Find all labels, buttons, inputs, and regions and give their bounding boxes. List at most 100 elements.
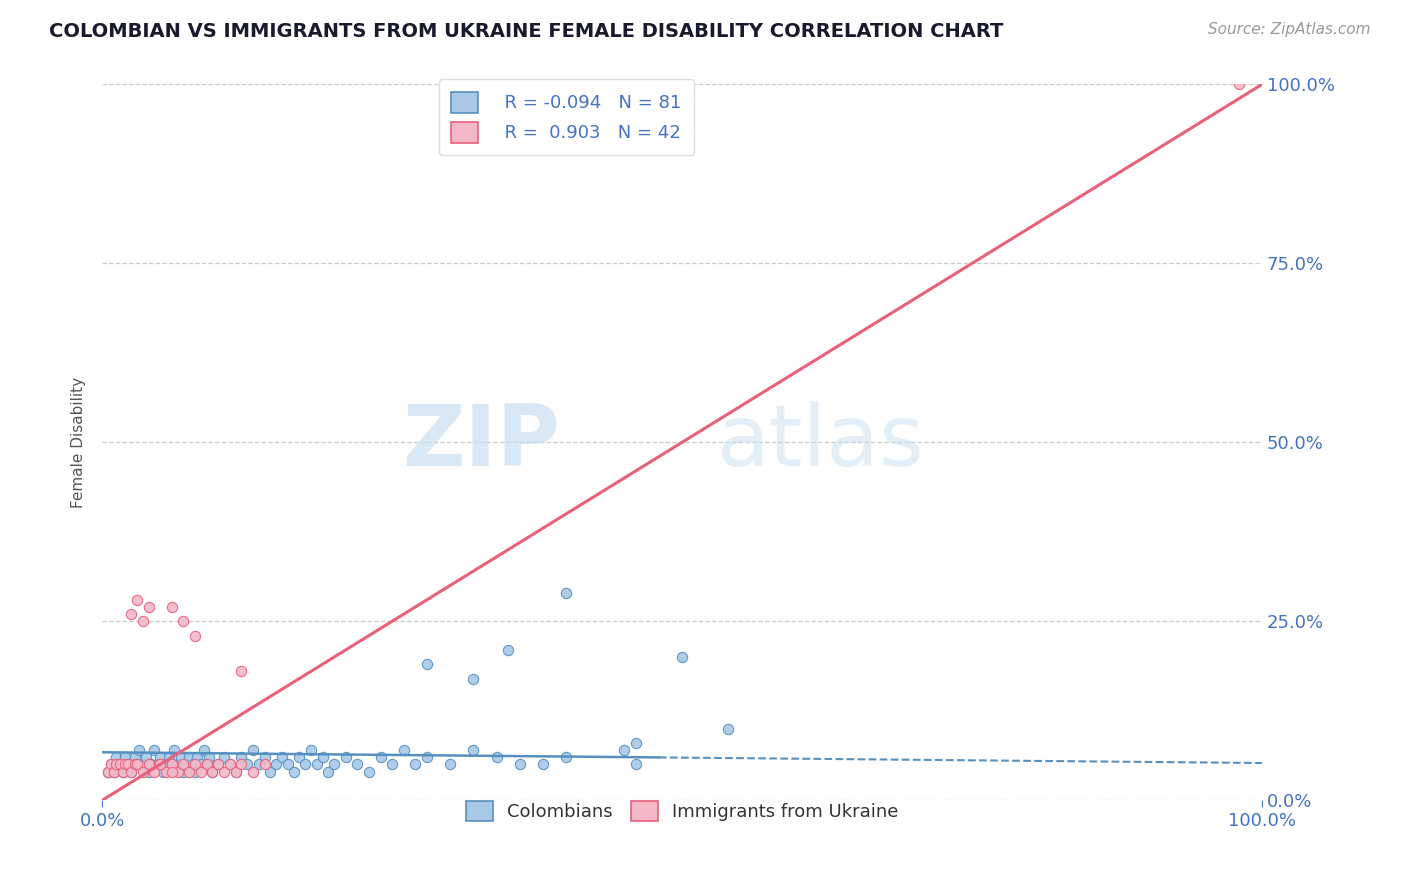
Point — [114, 757, 136, 772]
Point — [125, 757, 148, 772]
Point — [132, 764, 155, 779]
Point — [485, 750, 508, 764]
Point — [179, 764, 201, 779]
Point — [201, 764, 224, 779]
Point — [671, 650, 693, 665]
Point — [299, 743, 322, 757]
Point — [159, 750, 181, 764]
Point — [124, 757, 146, 772]
Point — [184, 764, 207, 779]
Point — [125, 757, 148, 772]
Point — [288, 750, 311, 764]
Point — [172, 757, 194, 772]
Point — [152, 764, 174, 779]
Point — [277, 757, 299, 772]
Point — [97, 764, 120, 779]
Point — [135, 750, 157, 764]
Point — [100, 757, 122, 772]
Point — [166, 757, 188, 772]
Point — [225, 764, 247, 779]
Point — [174, 757, 197, 772]
Point — [346, 757, 368, 772]
Point — [160, 764, 183, 779]
Point — [108, 757, 131, 772]
Point — [195, 757, 218, 772]
Point — [247, 757, 270, 772]
Point — [531, 757, 554, 772]
Point — [613, 743, 636, 757]
Point — [207, 757, 229, 772]
Point — [509, 757, 531, 772]
Point — [305, 757, 328, 772]
Point — [100, 757, 122, 772]
Point — [201, 764, 224, 779]
Point — [218, 757, 240, 772]
Point — [155, 764, 177, 779]
Point — [160, 757, 183, 772]
Point — [138, 599, 160, 614]
Point — [103, 764, 125, 779]
Point — [231, 757, 253, 772]
Point — [624, 736, 647, 750]
Point — [172, 764, 194, 779]
Point — [381, 757, 404, 772]
Point — [323, 757, 346, 772]
Point — [242, 764, 264, 779]
Point — [139, 757, 162, 772]
Point — [163, 743, 186, 757]
Point — [160, 599, 183, 614]
Point — [108, 757, 131, 772]
Text: COLOMBIAN VS IMMIGRANTS FROM UKRAINE FEMALE DISABILITY CORRELATION CHART: COLOMBIAN VS IMMIGRANTS FROM UKRAINE FEM… — [49, 22, 1004, 41]
Point — [283, 764, 305, 779]
Point — [112, 764, 135, 779]
Point — [179, 750, 201, 764]
Point — [143, 764, 166, 779]
Point — [181, 757, 204, 772]
Point — [198, 750, 221, 764]
Point — [212, 764, 235, 779]
Point — [105, 750, 128, 764]
Point — [190, 764, 212, 779]
Point — [370, 750, 392, 764]
Point — [120, 764, 142, 779]
Point — [271, 750, 294, 764]
Point — [318, 764, 340, 779]
Point — [231, 750, 253, 764]
Point — [103, 764, 125, 779]
Point — [392, 743, 415, 757]
Point — [112, 764, 135, 779]
Point — [172, 614, 194, 628]
Point — [132, 757, 155, 772]
Point — [416, 750, 439, 764]
Point — [184, 629, 207, 643]
Point — [117, 757, 139, 772]
Point — [120, 764, 142, 779]
Point — [555, 585, 578, 599]
Point — [416, 657, 439, 672]
Point — [335, 750, 357, 764]
Point — [259, 764, 281, 779]
Text: ZIP: ZIP — [402, 401, 560, 483]
Point — [1227, 78, 1250, 92]
Point — [496, 643, 519, 657]
Point — [97, 764, 120, 779]
Point — [143, 743, 166, 757]
Point — [264, 757, 287, 772]
Y-axis label: Female Disability: Female Disability — [72, 376, 86, 508]
Point — [155, 757, 177, 772]
Point — [253, 757, 276, 772]
Point — [195, 757, 218, 772]
Point — [236, 757, 259, 772]
Point — [231, 665, 253, 679]
Point — [253, 750, 276, 764]
Point — [117, 757, 139, 772]
Text: atlas: atlas — [717, 401, 925, 483]
Point — [624, 757, 647, 772]
Point — [138, 757, 160, 772]
Point — [184, 757, 207, 772]
Point — [225, 764, 247, 779]
Point — [555, 750, 578, 764]
Point — [146, 757, 169, 772]
Point — [186, 750, 208, 764]
Point — [207, 757, 229, 772]
